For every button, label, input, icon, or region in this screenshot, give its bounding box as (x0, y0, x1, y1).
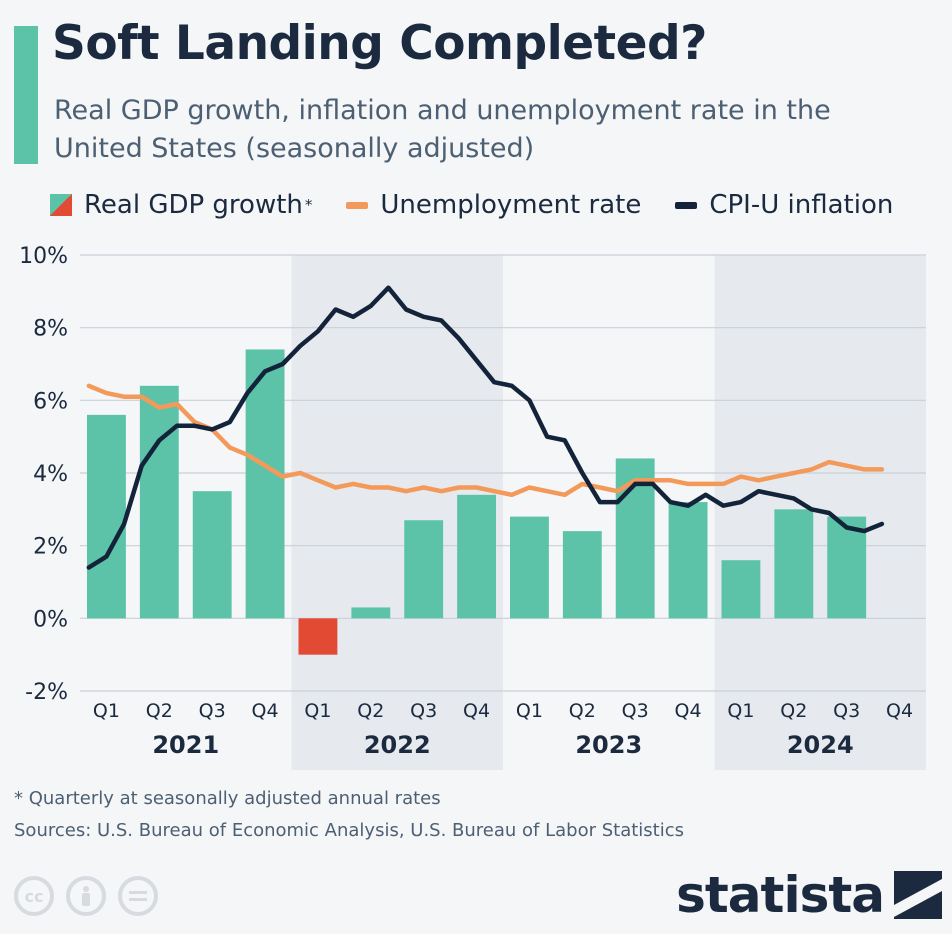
x-tick-label: Q1 (93, 700, 120, 722)
statista-logo-icon (894, 871, 942, 919)
gdp-bar (298, 618, 338, 655)
year-label: 2022 (364, 731, 431, 759)
chart-area: -2% 0% 2% 4% 6% 8% 10% Q1 Q2 Q3 Q4 2021 Q1 Q2 Q3 Q4 202… (19, 244, 926, 770)
legend-label-inflation: CPI-U inflation (709, 190, 894, 220)
title-accent-bar (14, 26, 38, 164)
legend-label-unemployment: Unemployment rate (380, 190, 642, 220)
x-tick-label: Q4 (463, 700, 490, 722)
y-tick-label: 0% (33, 607, 68, 632)
x-tick-label: Q2 (780, 700, 807, 722)
legend-gdp-footnote-mark: * (304, 196, 313, 214)
y-tick-label: 10% (19, 244, 68, 269)
unemployment-swatch-icon (346, 201, 369, 209)
y-tick-label: 4% (33, 462, 68, 487)
x-tick-label: Q4 (886, 700, 913, 722)
legend-item-gdp: Real GDP growth * (50, 190, 312, 220)
legend-item-unemployment: Unemployment rate (346, 190, 641, 220)
inflation-swatch-icon (675, 201, 698, 209)
gdp-bar (562, 531, 602, 619)
y-tick-label: 8% (33, 317, 68, 342)
gdp-bar (457, 494, 496, 619)
inflation-line (86, 285, 885, 570)
statista-brand[interactable]: statista (676, 866, 942, 924)
footnote: * Quarterly at seasonally adjusted annua… (14, 788, 441, 809)
series-lines (86, 285, 885, 570)
x-tick-label: Q3 (199, 700, 226, 722)
gdp-swatch-icon (50, 194, 72, 216)
chart-title: Soft Landing Completed? (52, 16, 707, 71)
x-tick-label: Q4 (675, 700, 702, 722)
x-tick-label: Q4 (252, 700, 279, 722)
year-label: 2023 (575, 731, 642, 759)
equals-icon[interactable] (118, 876, 158, 916)
y-axis-ticks: -2% 0% 2% 4% 6% 8% 10% (19, 244, 68, 705)
y-tick-label: 2% (33, 535, 68, 560)
gdp-bars (87, 349, 867, 655)
cc-icon[interactable]: cc (14, 876, 54, 916)
gdp-bar (774, 509, 814, 619)
x-tick-label: Q3 (410, 700, 437, 722)
chart-subtitle: Real GDP growth, inflation and unemploym… (54, 95, 831, 164)
gdp-bar (245, 349, 285, 619)
gdp-bar (721, 560, 761, 619)
year-label: 2024 (787, 731, 854, 759)
gdp-bar (827, 516, 867, 619)
x-tick-label: Q1 (727, 700, 754, 722)
person-icon[interactable] (66, 876, 106, 916)
brand-name: statista (676, 866, 885, 924)
year-label: 2021 (152, 731, 219, 759)
x-tick-label: Q3 (833, 700, 860, 722)
gdp-bar (668, 502, 708, 619)
y-tick-label: 6% (33, 389, 68, 414)
gdp-bar (192, 491, 232, 619)
x-tick-label: Q1 (304, 700, 331, 722)
legend-item-inflation: CPI-U inflation (675, 190, 893, 220)
gdp-bar (87, 414, 126, 619)
gdp-bar (351, 607, 391, 619)
sources: Sources: U.S. Bureau of Economic Analysi… (14, 820, 685, 841)
legend-label-gdp: Real GDP growth (84, 190, 303, 220)
legend: Real GDP growth * Unemployment rate CPI-U… (50, 190, 927, 220)
x-axis-ticks: Q1 Q2 Q3 Q4 2021 Q1 Q2 Q3 Q4 2022 Q1 Q2 Q3 Q4 2023 Q1 Q2… (93, 700, 913, 759)
x-tick-label: Q2 (569, 700, 596, 722)
license-icons: cc (14, 876, 170, 916)
gdp-bar (139, 385, 179, 619)
gdp-bar (510, 516, 549, 619)
unemployment-line (86, 383, 885, 498)
x-tick-label: Q1 (516, 700, 543, 722)
x-tick-label: Q2 (357, 700, 384, 722)
x-tick-label: Q2 (146, 700, 173, 722)
gdp-bar (404, 520, 444, 619)
y-tick-label: -2% (25, 680, 68, 705)
x-tick-label: Q3 (622, 700, 649, 722)
